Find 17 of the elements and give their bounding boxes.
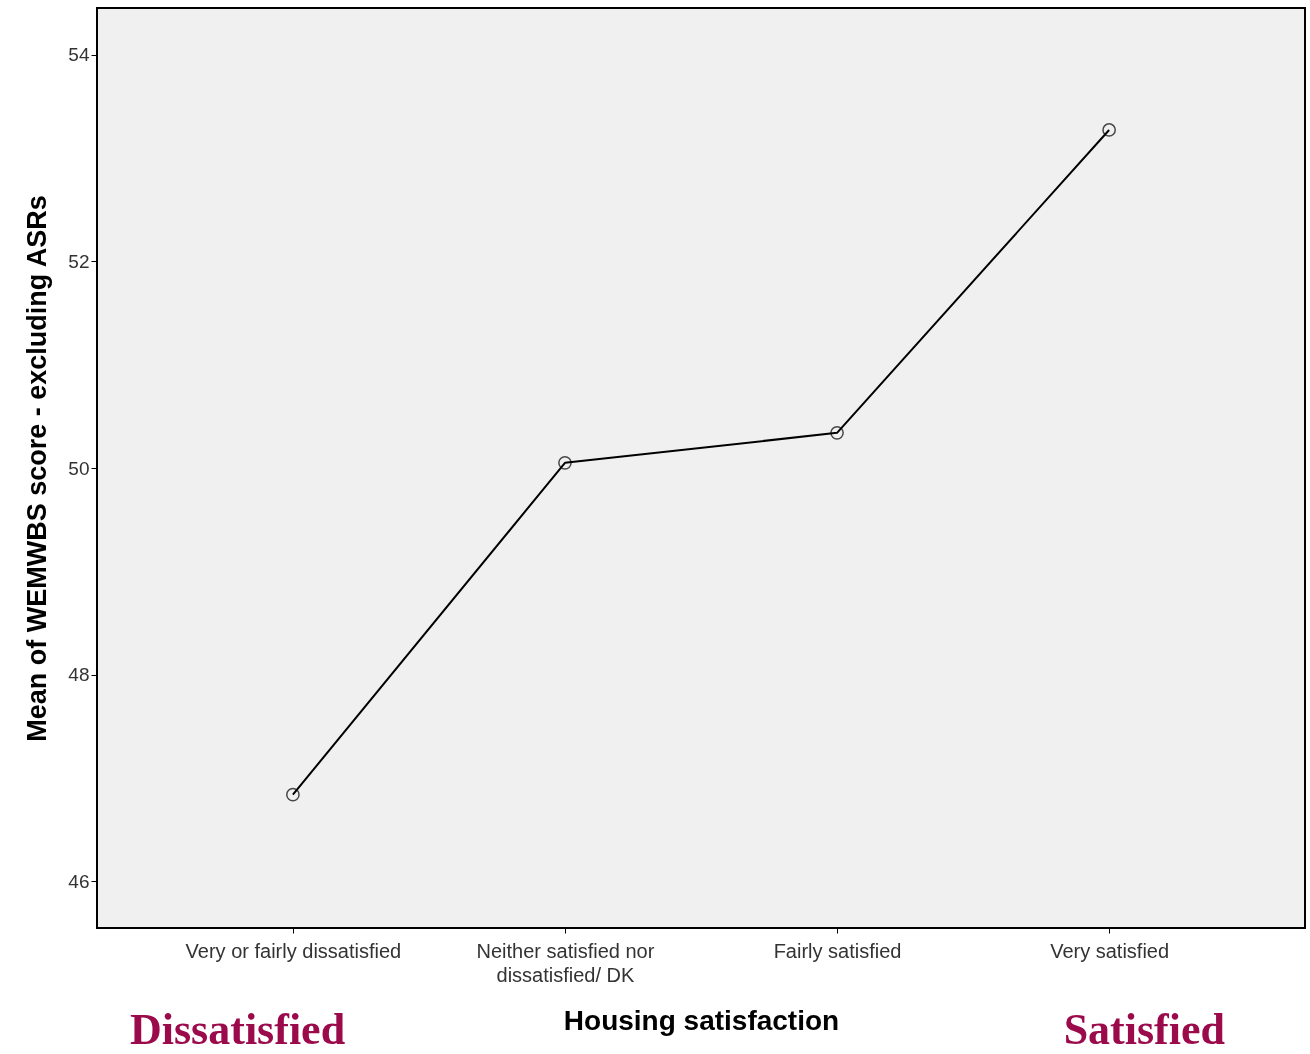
y-tick-label: 48 (68, 664, 90, 686)
y-tick-label: 46 (68, 870, 90, 892)
y-tick-label: 52 (68, 250, 90, 272)
y-tick-label: 54 (68, 44, 90, 66)
text: Dissatisfied (130, 1004, 346, 1054)
x-tick-label: Fairly satisfied (773, 939, 902, 962)
point (558, 455, 572, 470)
x-tick-label: Very or fairly dissatisfied (185, 939, 402, 962)
point (1102, 123, 1116, 137)
point (286, 787, 300, 802)
point (830, 425, 844, 440)
x-tick-label: Neither satisfied nor dissatisfied/ DK (476, 939, 655, 986)
x-tick-label: Very satisfied (1050, 939, 1170, 962)
text: Satisfied (1063, 1004, 1225, 1054)
y-axis-title: Mean of WEMWBS score - excluding ASRs (22, 195, 53, 742)
y-tick-label: 50 (68, 457, 90, 479)
x-axis-title: Housing satisfaction (563, 1004, 840, 1036)
